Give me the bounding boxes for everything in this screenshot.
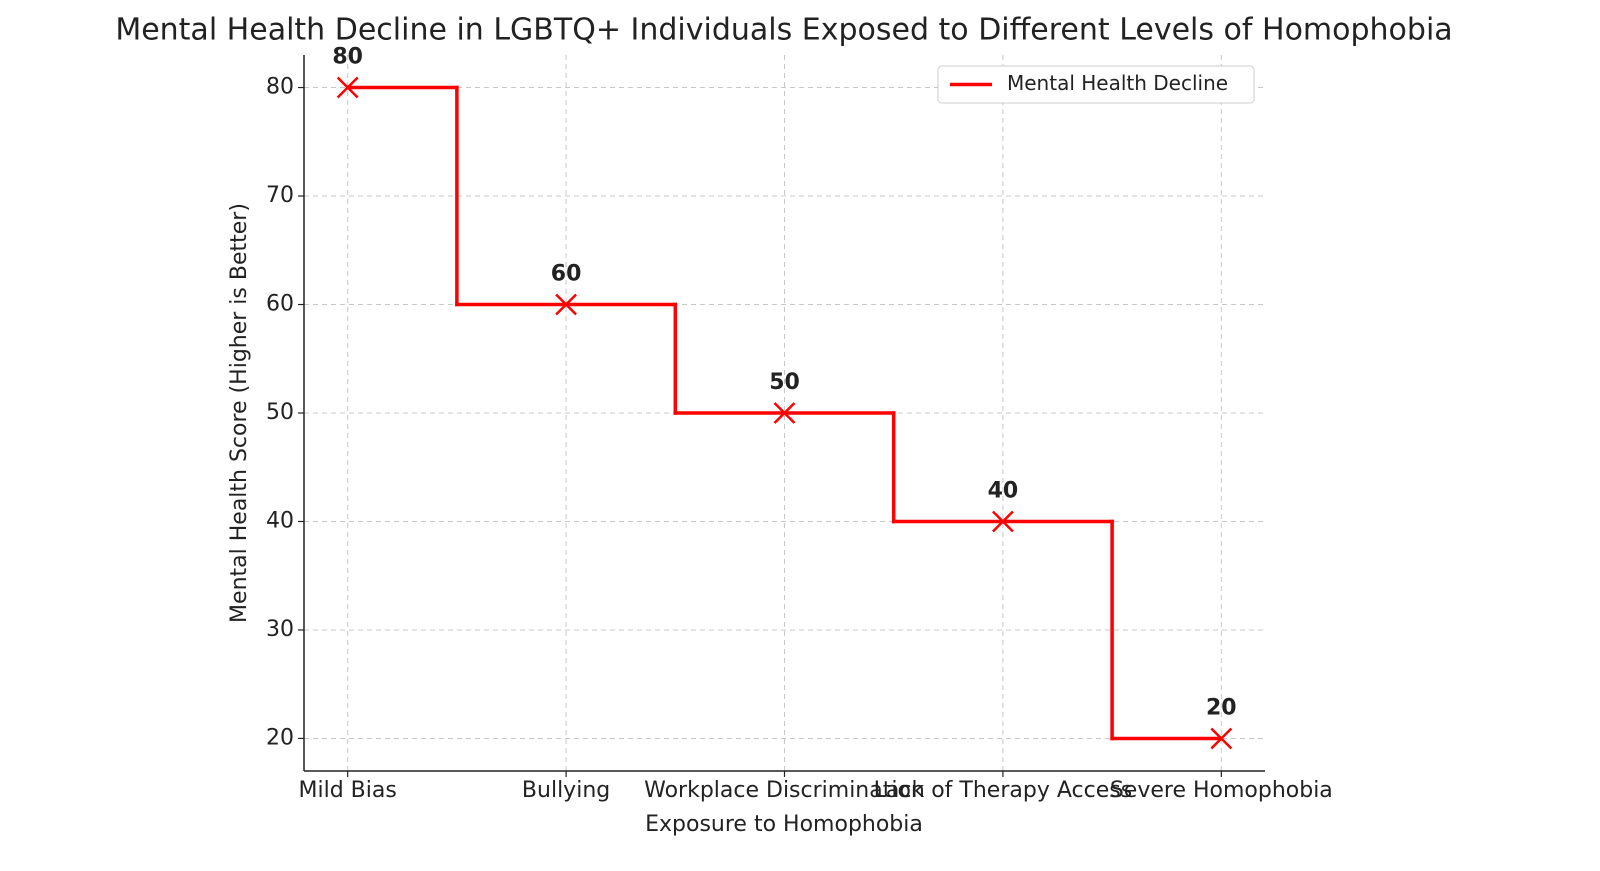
data-label: 20 [1206,695,1237,720]
x-tick-label: Bullying [522,778,610,803]
legend-box [937,65,1255,104]
data-label: 50 [769,370,800,395]
y-tick-label: 20 [266,725,294,750]
marker [336,76,359,99]
x-tick-label: Lack of Therapy Access [874,778,1133,803]
marker [992,510,1014,533]
y-axis-label: Mental Health Score (Higher is Better) [227,203,252,623]
y-tick-label: 30 [266,617,294,642]
x-tick-label: Severe Homophobia [1110,778,1333,803]
data-label: 40 [988,478,1019,503]
data-label: 80 [332,45,363,70]
y-tick-label: 60 [266,292,294,317]
chart-title: Mental Health Decline in LGBTQ+ Individu… [115,13,1452,48]
y-tick-label: 70 [266,183,294,208]
marker [1210,727,1233,750]
legend: Mental Health Decline [937,65,1255,104]
x-tick-label: Workplace Discrimination [644,778,925,803]
x-axis-label: Exposure to Homophobia [645,812,923,837]
legend-label: Mental Health Decline [1007,71,1228,95]
y-tick-label: 80 [266,75,294,100]
y-tick-label: 40 [266,508,294,533]
x-tick-label: Mild Bias [299,778,397,803]
marker [773,402,796,424]
marker [555,293,577,316]
y-tick-label: 50 [266,400,294,425]
data-label: 60 [551,262,582,287]
